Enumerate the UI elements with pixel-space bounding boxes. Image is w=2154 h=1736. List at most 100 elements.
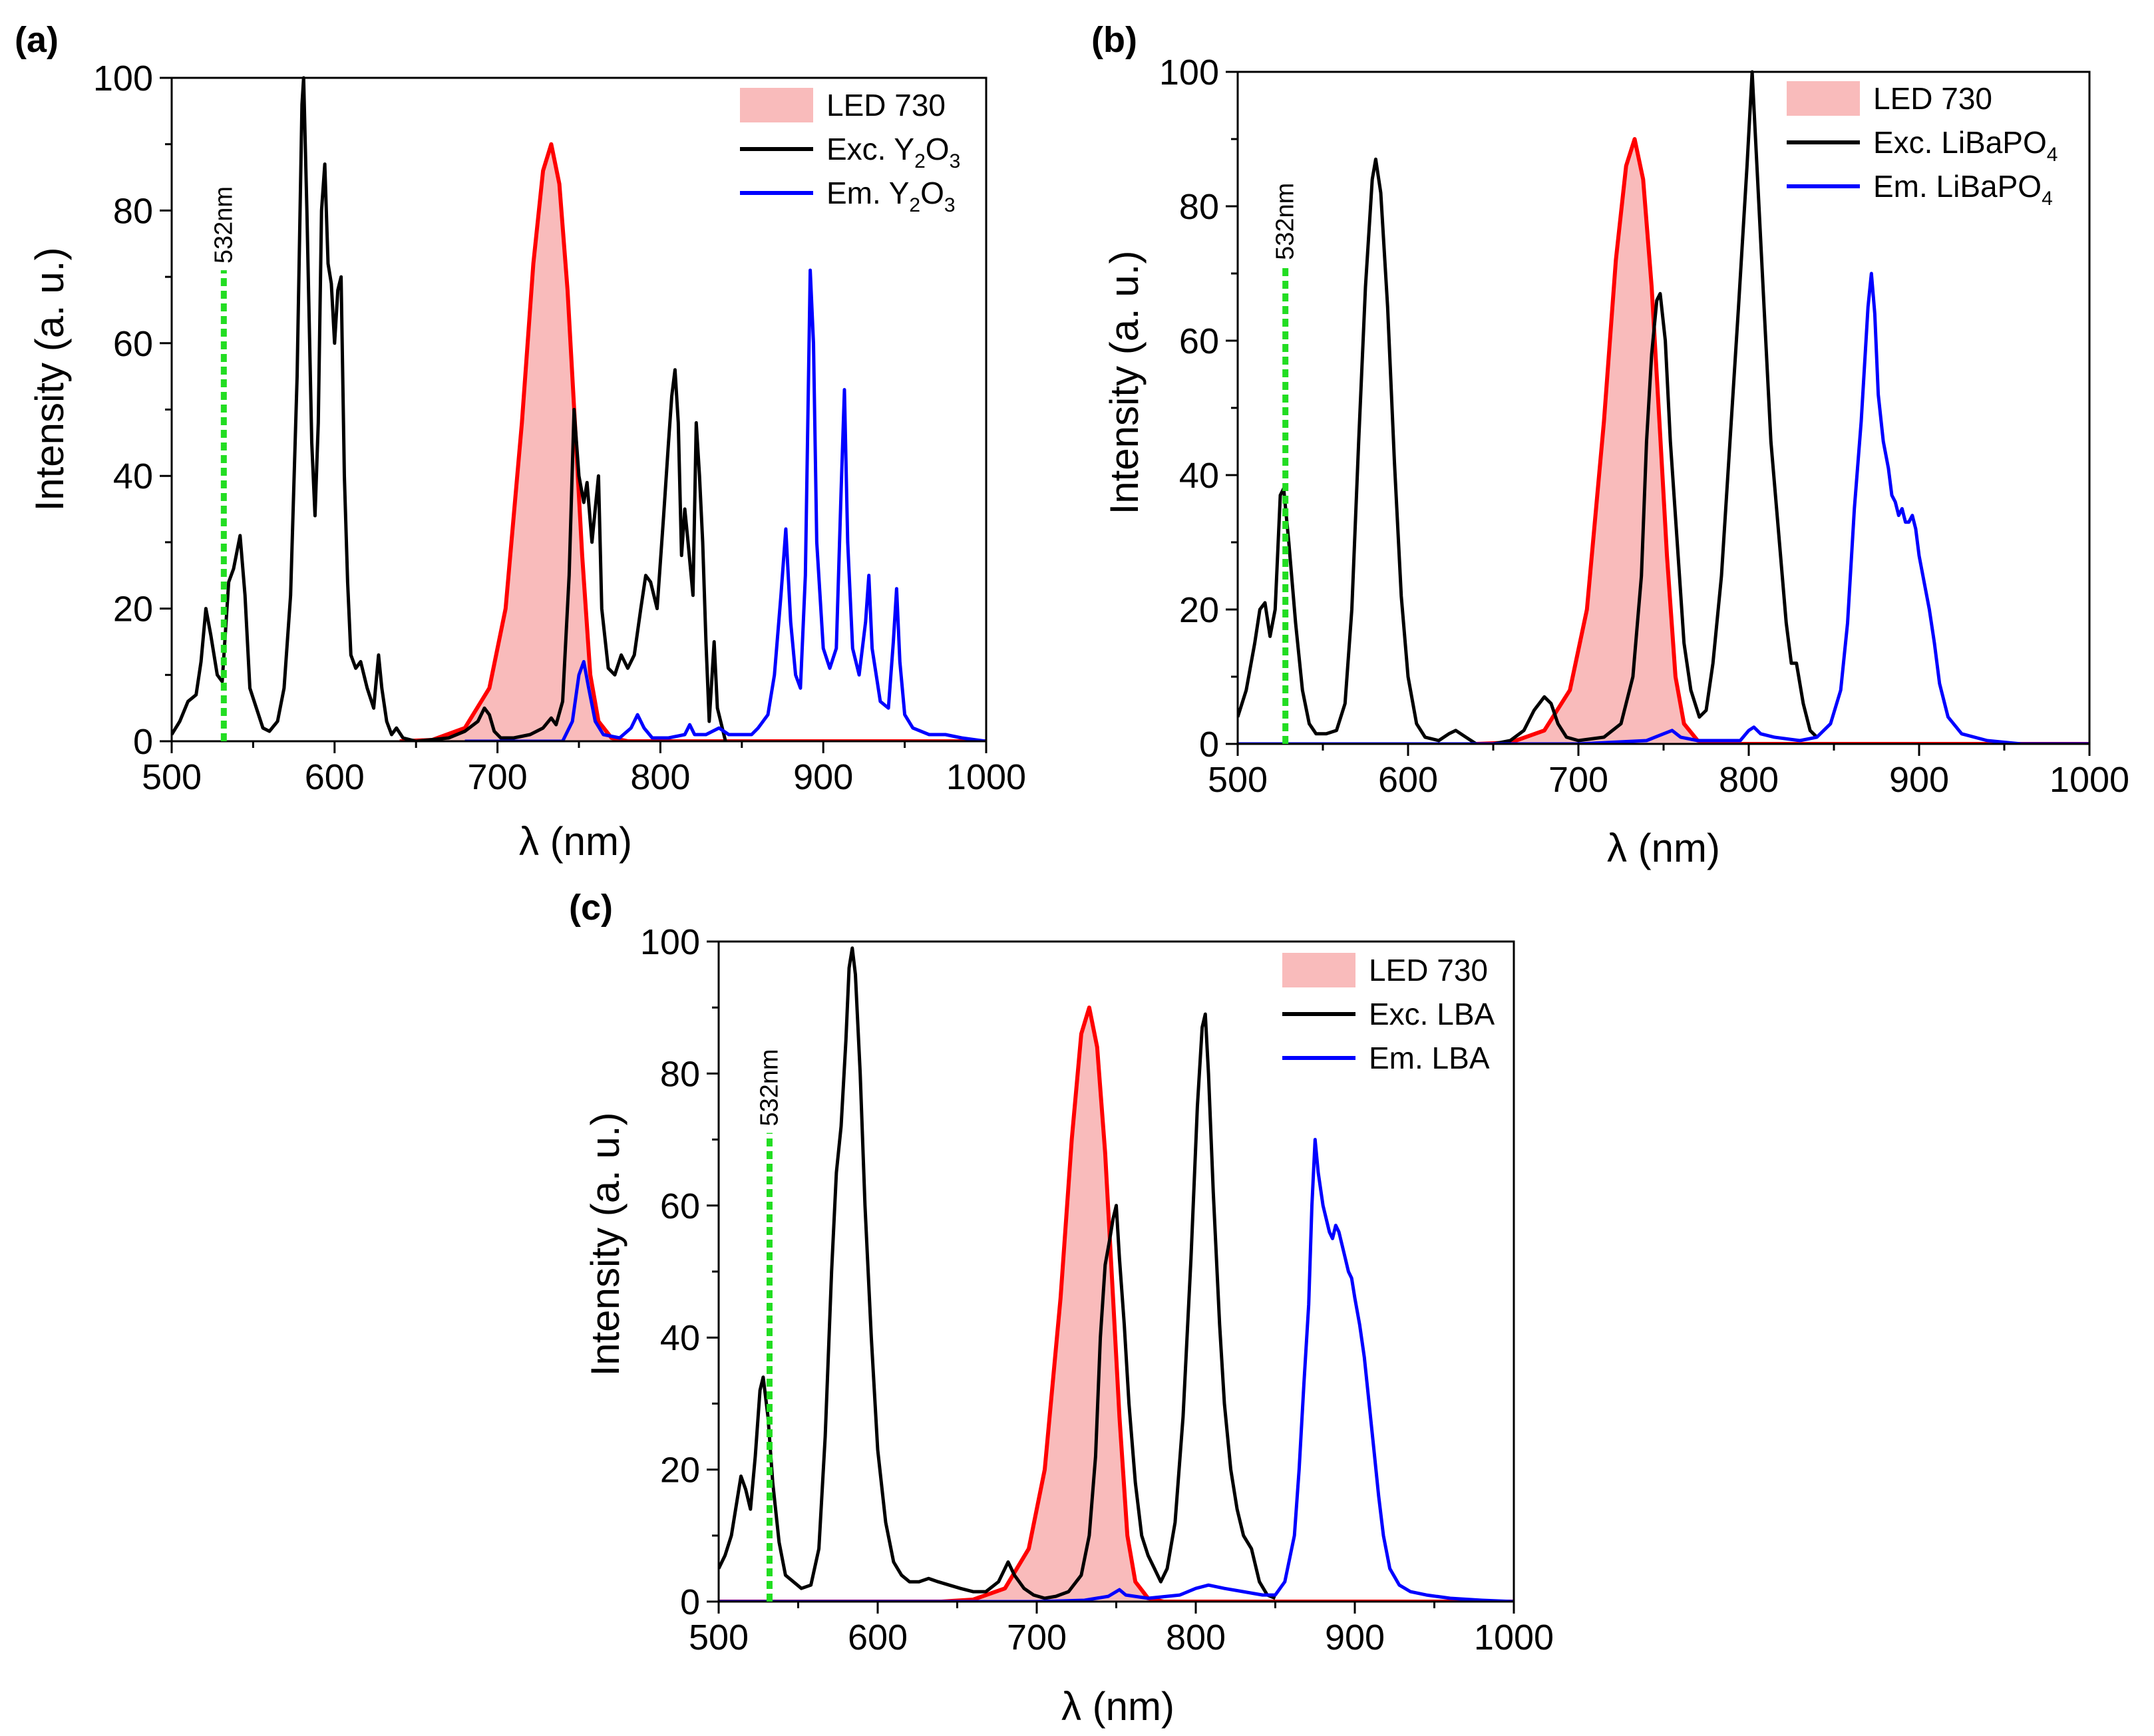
x-tick-label: 600 bbox=[1378, 760, 1438, 800]
legend-label-emission: Em. Y2O3 bbox=[826, 176, 956, 216]
legend-label-led: LED 730 bbox=[1369, 953, 1488, 987]
series-group bbox=[719, 946, 1514, 1602]
legend-entry-emission: Em. Y2O3 bbox=[740, 176, 956, 216]
tick-labels: 500 600 700 800 900 1000 0 20 40 60 80 100 bbox=[93, 59, 1026, 797]
legend: LED 730 Exc. LiBaPO4 Em. LiBaPO4 bbox=[1787, 81, 2058, 210]
x-tick-label: 700 bbox=[1548, 760, 1608, 800]
y-axis-title: Intensity (a. u.) bbox=[27, 248, 72, 512]
legend-label-led: LED 730 bbox=[1873, 81, 1992, 116]
excitation-line bbox=[1238, 70, 1819, 744]
x-tick-label: 500 bbox=[142, 757, 202, 797]
ticks bbox=[707, 940, 1515, 1614]
legend-entry-led: LED 730 bbox=[740, 88, 946, 122]
led-730-fill bbox=[1476, 139, 2089, 744]
x-tick-label: 700 bbox=[1007, 1618, 1067, 1657]
y-tick-label: 0 bbox=[1199, 725, 1219, 765]
legend-label-excitation: Exc. LBA bbox=[1369, 997, 1495, 1031]
legend-entry-excitation: Exc. Y2O3 bbox=[740, 132, 960, 172]
y-tick-label: 20 bbox=[660, 1451, 700, 1490]
panel-label: (a) bbox=[15, 20, 59, 60]
x-tick-label: 500 bbox=[1208, 760, 1268, 800]
x-tick-label: 700 bbox=[468, 757, 528, 797]
x-tick-label: 600 bbox=[305, 757, 365, 797]
x-tick-label: 900 bbox=[793, 757, 853, 797]
panel-b: (b) Intensity (a. u.) λ (nm) 500 600 700 80… bbox=[1091, 20, 2129, 870]
led-730-line bbox=[719, 1005, 1514, 1602]
legend-label-led: LED 730 bbox=[826, 88, 946, 122]
legend-label-excitation: Exc. LiBaPO4 bbox=[1873, 125, 2058, 166]
ticks bbox=[1226, 71, 2091, 756]
x-tick-label: 800 bbox=[1719, 760, 1779, 800]
excitation-line bbox=[172, 76, 727, 741]
legend: LED 730 Exc. LBA Em. LBA bbox=[1282, 953, 1495, 1075]
y-tick-label: 20 bbox=[113, 590, 153, 629]
x-tick-label: 1000 bbox=[946, 757, 1026, 797]
y-tick-label: 80 bbox=[660, 1054, 700, 1094]
y-tick-label: 40 bbox=[1179, 456, 1219, 496]
panel-a: (a) Intensity (a. u.) λ (nm) 500 600 700 80… bbox=[15, 20, 1026, 864]
legend-entry-led: LED 730 bbox=[1282, 953, 1488, 987]
series-group bbox=[1238, 70, 2089, 744]
panel-label: (b) bbox=[1091, 20, 1137, 60]
y-tick-label: 60 bbox=[1179, 321, 1219, 361]
y-tick-label: 100 bbox=[640, 922, 700, 962]
y-axis-title: Intensity (a. u.) bbox=[583, 1113, 628, 1377]
led-730-fill bbox=[719, 1007, 1514, 1602]
laser-annotation: 532nm bbox=[755, 1049, 783, 1602]
y-tick-label: 100 bbox=[1159, 53, 1219, 92]
x-tick-label: 1000 bbox=[2050, 760, 2129, 800]
plot-area bbox=[1238, 70, 2089, 744]
tick-labels: 500 600 700 800 900 1000 0 20 40 60 80 100 bbox=[640, 922, 1554, 1657]
laser-annotation: 532nm bbox=[1272, 183, 1300, 744]
legend: LED 730 Exc. Y2O3 Em. Y2O3 bbox=[740, 88, 960, 216]
led-730-line bbox=[399, 142, 986, 741]
legend-label-emission: Em. LiBaPO4 bbox=[1873, 169, 2053, 210]
axes-frame bbox=[1236, 71, 2091, 745]
legend-label-excitation: Exc. Y2O3 bbox=[826, 132, 960, 172]
x-tick-label: 900 bbox=[1889, 760, 1949, 800]
axes-frame bbox=[170, 77, 987, 743]
y-tick-label: 0 bbox=[680, 1582, 700, 1622]
laser-label: 532nm bbox=[1272, 183, 1300, 260]
legend-swatch-led bbox=[740, 88, 813, 122]
x-tick-label: 800 bbox=[630, 757, 690, 797]
legend-swatch-led bbox=[1282, 953, 1355, 987]
y-tick-label: 60 bbox=[113, 324, 153, 364]
panel-label: (c) bbox=[569, 888, 613, 928]
x-tick-label: 900 bbox=[1325, 1618, 1385, 1657]
x-axis-title: λ (nm) bbox=[1061, 1684, 1174, 1729]
legend-label-emission: Em. LBA bbox=[1369, 1041, 1490, 1075]
series-group bbox=[172, 76, 986, 741]
plot-area bbox=[719, 946, 1514, 1602]
y-tick-label: 80 bbox=[113, 191, 153, 231]
panel-c: (c) Intensity (a. u.) λ (nm) 500 600 700 80… bbox=[569, 888, 1554, 1729]
tick-labels: 500 600 700 800 900 1000 0 20 40 60 80 100 bbox=[1159, 53, 2129, 800]
x-axis-title: λ (nm) bbox=[1607, 826, 1720, 870]
legend-swatch-led bbox=[1787, 81, 1860, 116]
y-tick-label: 80 bbox=[1179, 187, 1219, 227]
emission-line bbox=[464, 268, 986, 741]
led-730-line bbox=[1476, 137, 2089, 744]
axes-frame bbox=[717, 940, 1515, 1603]
ticks bbox=[160, 77, 987, 753]
emission-line bbox=[719, 1138, 1514, 1602]
y-tick-label: 40 bbox=[113, 456, 153, 496]
x-tick-label: 600 bbox=[848, 1618, 908, 1657]
laser-label: 532nm bbox=[755, 1049, 783, 1126]
laser-label: 532nm bbox=[210, 186, 238, 263]
x-axis-title: λ (nm) bbox=[519, 819, 632, 864]
x-tick-label: 500 bbox=[689, 1618, 749, 1657]
x-tick-label: 800 bbox=[1166, 1618, 1226, 1657]
legend-entry-emission: Em. LiBaPO4 bbox=[1787, 169, 2053, 210]
excitation-line bbox=[719, 946, 1276, 1600]
legend-entry-excitation: Exc. LiBaPO4 bbox=[1787, 125, 2058, 166]
x-tick-label: 1000 bbox=[1474, 1618, 1554, 1657]
legend-entry-excitation: Exc. LBA bbox=[1282, 997, 1495, 1031]
y-tick-label: 20 bbox=[1179, 590, 1219, 630]
y-tick-label: 0 bbox=[133, 722, 153, 762]
laser-annotation: 532nm bbox=[210, 186, 238, 741]
y-axis-title: Intensity (a. u.) bbox=[1102, 251, 1147, 515]
emission-line bbox=[1238, 271, 2089, 744]
led-730-fill bbox=[399, 144, 986, 741]
